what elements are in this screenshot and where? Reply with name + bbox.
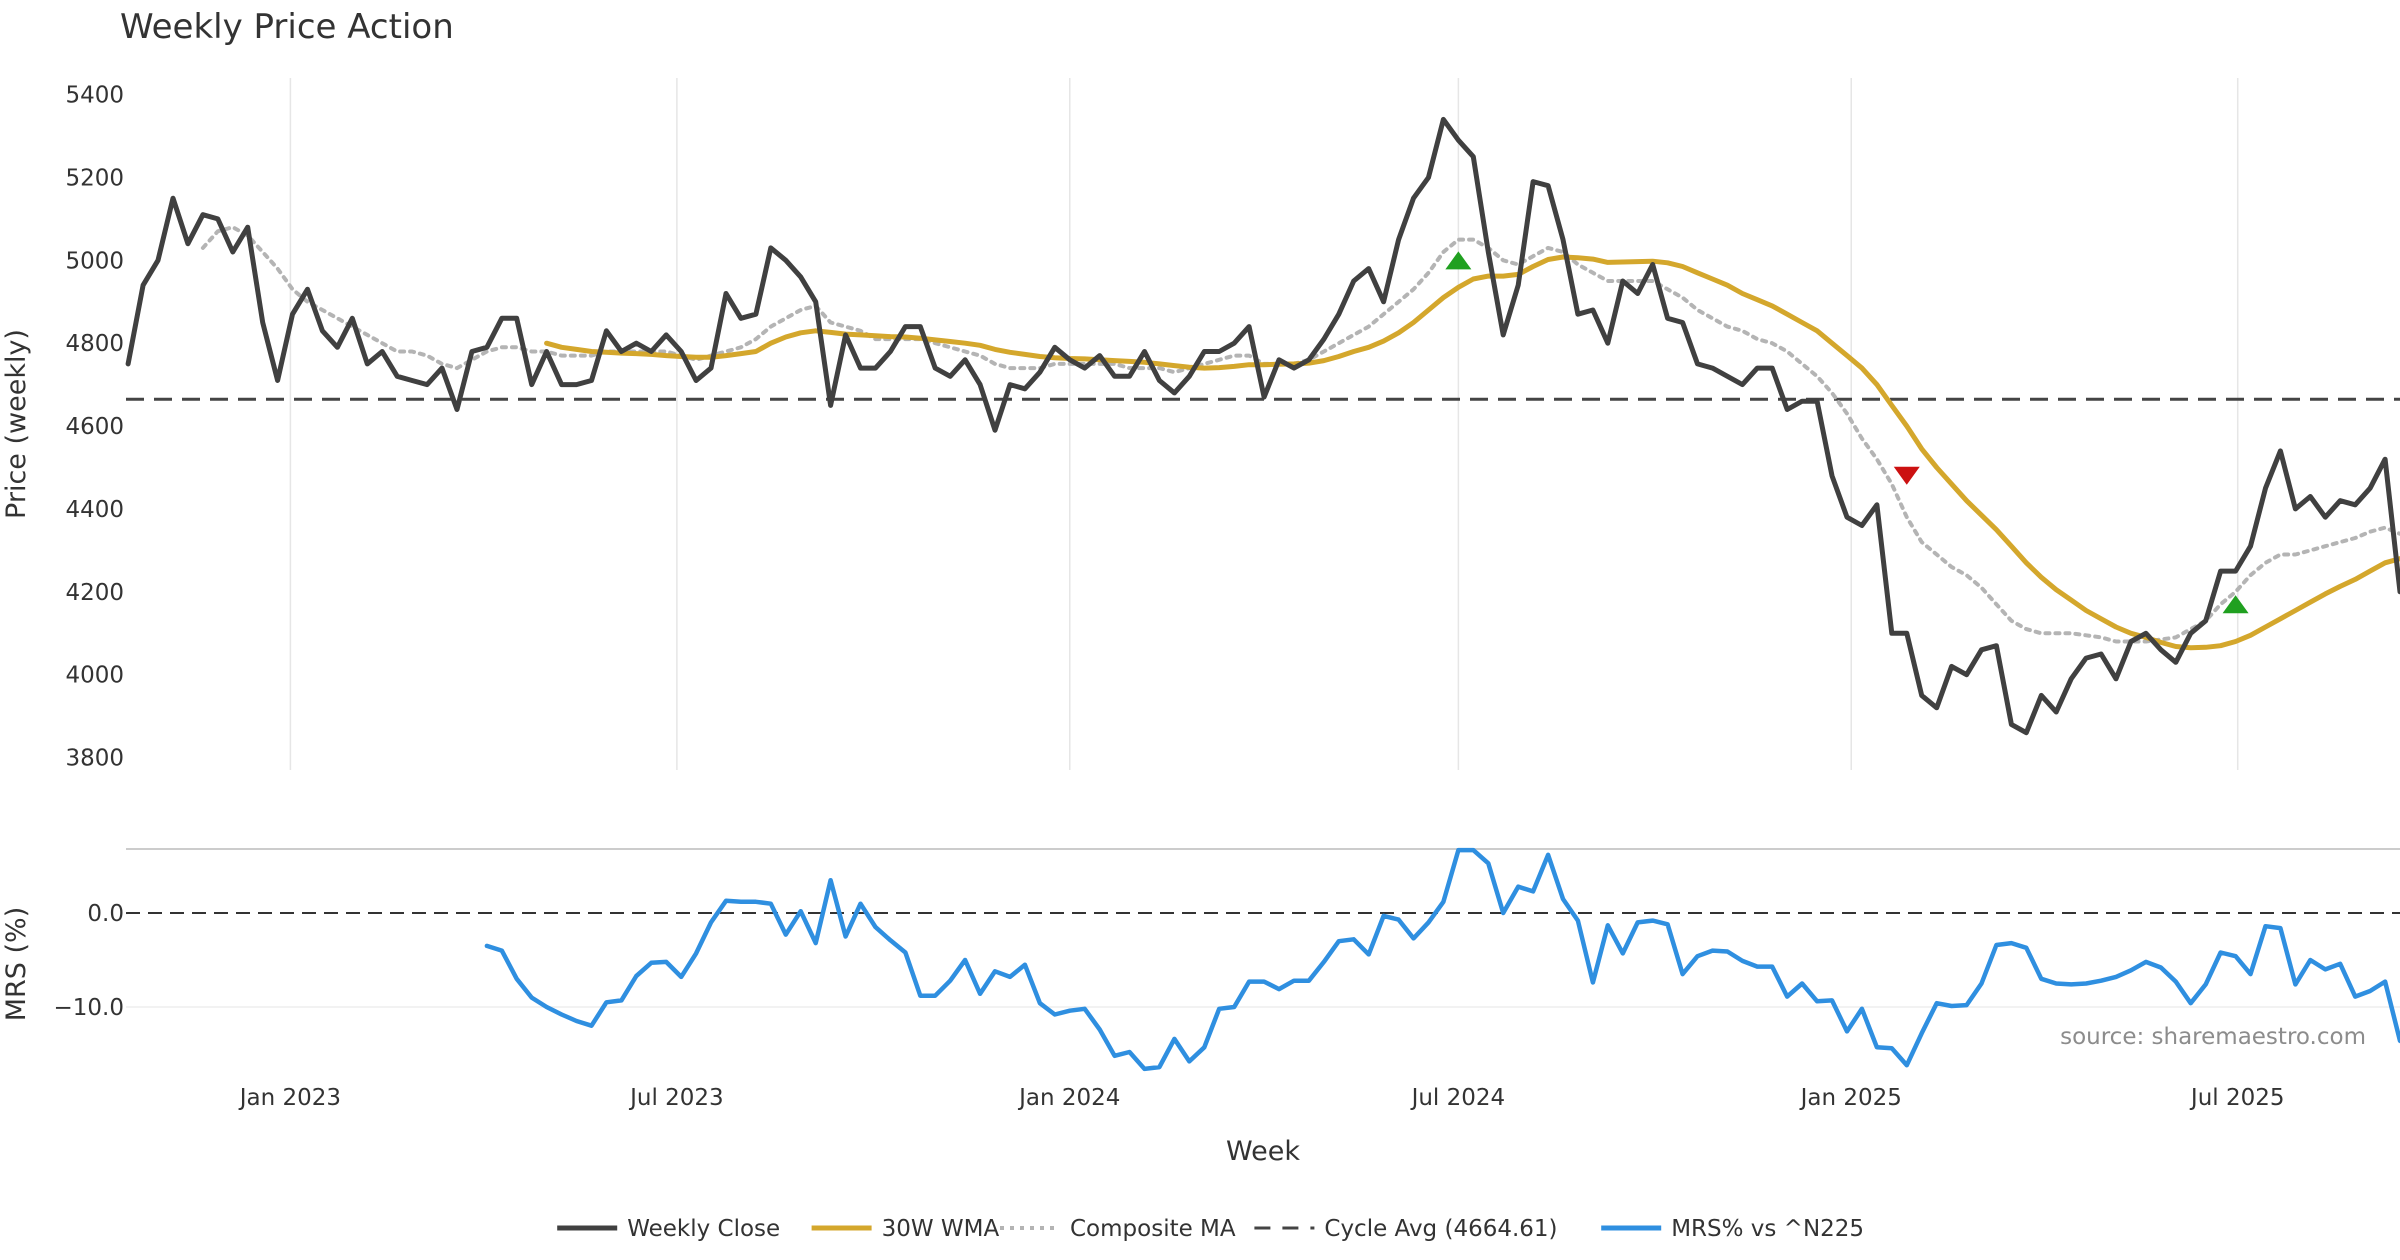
legend-label: MRS% vs ^N225 <box>1671 1216 1864 1242</box>
legend-item-mrs-vs-n225: MRS% vs ^N225 <box>1601 1216 1864 1242</box>
legend-item-composite-ma: Composite MA <box>1000 1216 1236 1242</box>
sell-signal-marker <box>1893 466 1920 485</box>
price-y-tick-label: 4200 <box>65 580 124 606</box>
weekly-close-line <box>125 116 2400 736</box>
price-y-tick-label: 5200 <box>65 165 124 191</box>
mrs-panel: 0.0 −10.0 MRS (%) source: sharemaestro.co… <box>1 847 2400 1072</box>
chart-title: Weekly Price Action <box>120 7 454 47</box>
price-y-tick-label: 5000 <box>65 248 124 274</box>
legend: Weekly Close 30W WMA Composite MA Cycle Avg… <box>557 1216 1864 1242</box>
legend-item-30w-wma: 30W WMA <box>811 1216 1000 1242</box>
legend-item-weekly-close: Weekly Close <box>557 1216 780 1242</box>
legend-item-cycle-avg-4664-61: Cycle Avg (4664.61) <box>1254 1216 1558 1242</box>
x-tick-label: Jan 2025 <box>1799 1085 1902 1111</box>
price-y-tick-label: 4800 <box>65 331 124 357</box>
x-tick-label: Jul 2023 <box>628 1085 724 1111</box>
price-y-tick-label: 4000 <box>65 663 124 689</box>
x-axis-title: Week <box>1226 1136 1300 1167</box>
source-note: source: sharemaestro.com <box>2060 1024 2366 1050</box>
price-y-tick-label: 3800 <box>65 746 124 772</box>
price-y-tick-label: 5400 <box>65 83 124 109</box>
mrs-y-tick-label: −10.0 <box>54 995 124 1021</box>
price-y-tick-label: 4600 <box>65 414 124 440</box>
price-series <box>125 116 2400 736</box>
buy-signal-marker <box>2222 595 2249 614</box>
mrs-y-axis-title: MRS (%) <box>1 907 32 1022</box>
mrs-series <box>484 847 2400 1072</box>
mrs-line <box>484 847 2400 1072</box>
x-tick-label: Jul 2025 <box>2189 1085 2285 1111</box>
composite-ma-line <box>200 225 2400 644</box>
legend-label: Weekly Close <box>627 1216 780 1242</box>
price-y-tick-label: 4400 <box>65 497 124 523</box>
legend-label: 30W WMA <box>882 1216 1000 1242</box>
legend-label: Composite MA <box>1070 1216 1236 1242</box>
buy-signal-marker <box>1445 251 1472 270</box>
mrs-gridlines <box>126 912 2400 1008</box>
price-y-axis-title: Price (weekly) <box>1 329 32 519</box>
x-tick-label: Jan 2023 <box>238 1085 341 1111</box>
x-axis-ticks: Jan 2023 Jul 2023 Jan 2024 Jul 2024 Jan 2025… <box>238 1085 2285 1111</box>
signal-markers <box>1445 251 2249 614</box>
x-tick-label: Jul 2024 <box>1410 1085 1506 1111</box>
price-panel: 3800 4000 4200 4400 4600 4800 5000 5200 5400 Pri… <box>1 78 2400 772</box>
price-y-ticks: 3800 4000 4200 4400 4600 4800 5000 5200 5400 <box>65 83 124 772</box>
mrs-y-tick-label: 0.0 <box>87 901 124 927</box>
mrs-y-ticks: 0.0 −10.0 <box>54 901 124 1021</box>
legend-label: Cycle Avg (4664.61) <box>1324 1216 1557 1242</box>
x-tick-label: Jan 2024 <box>1017 1085 1120 1111</box>
price-gridlines <box>289 78 2239 770</box>
